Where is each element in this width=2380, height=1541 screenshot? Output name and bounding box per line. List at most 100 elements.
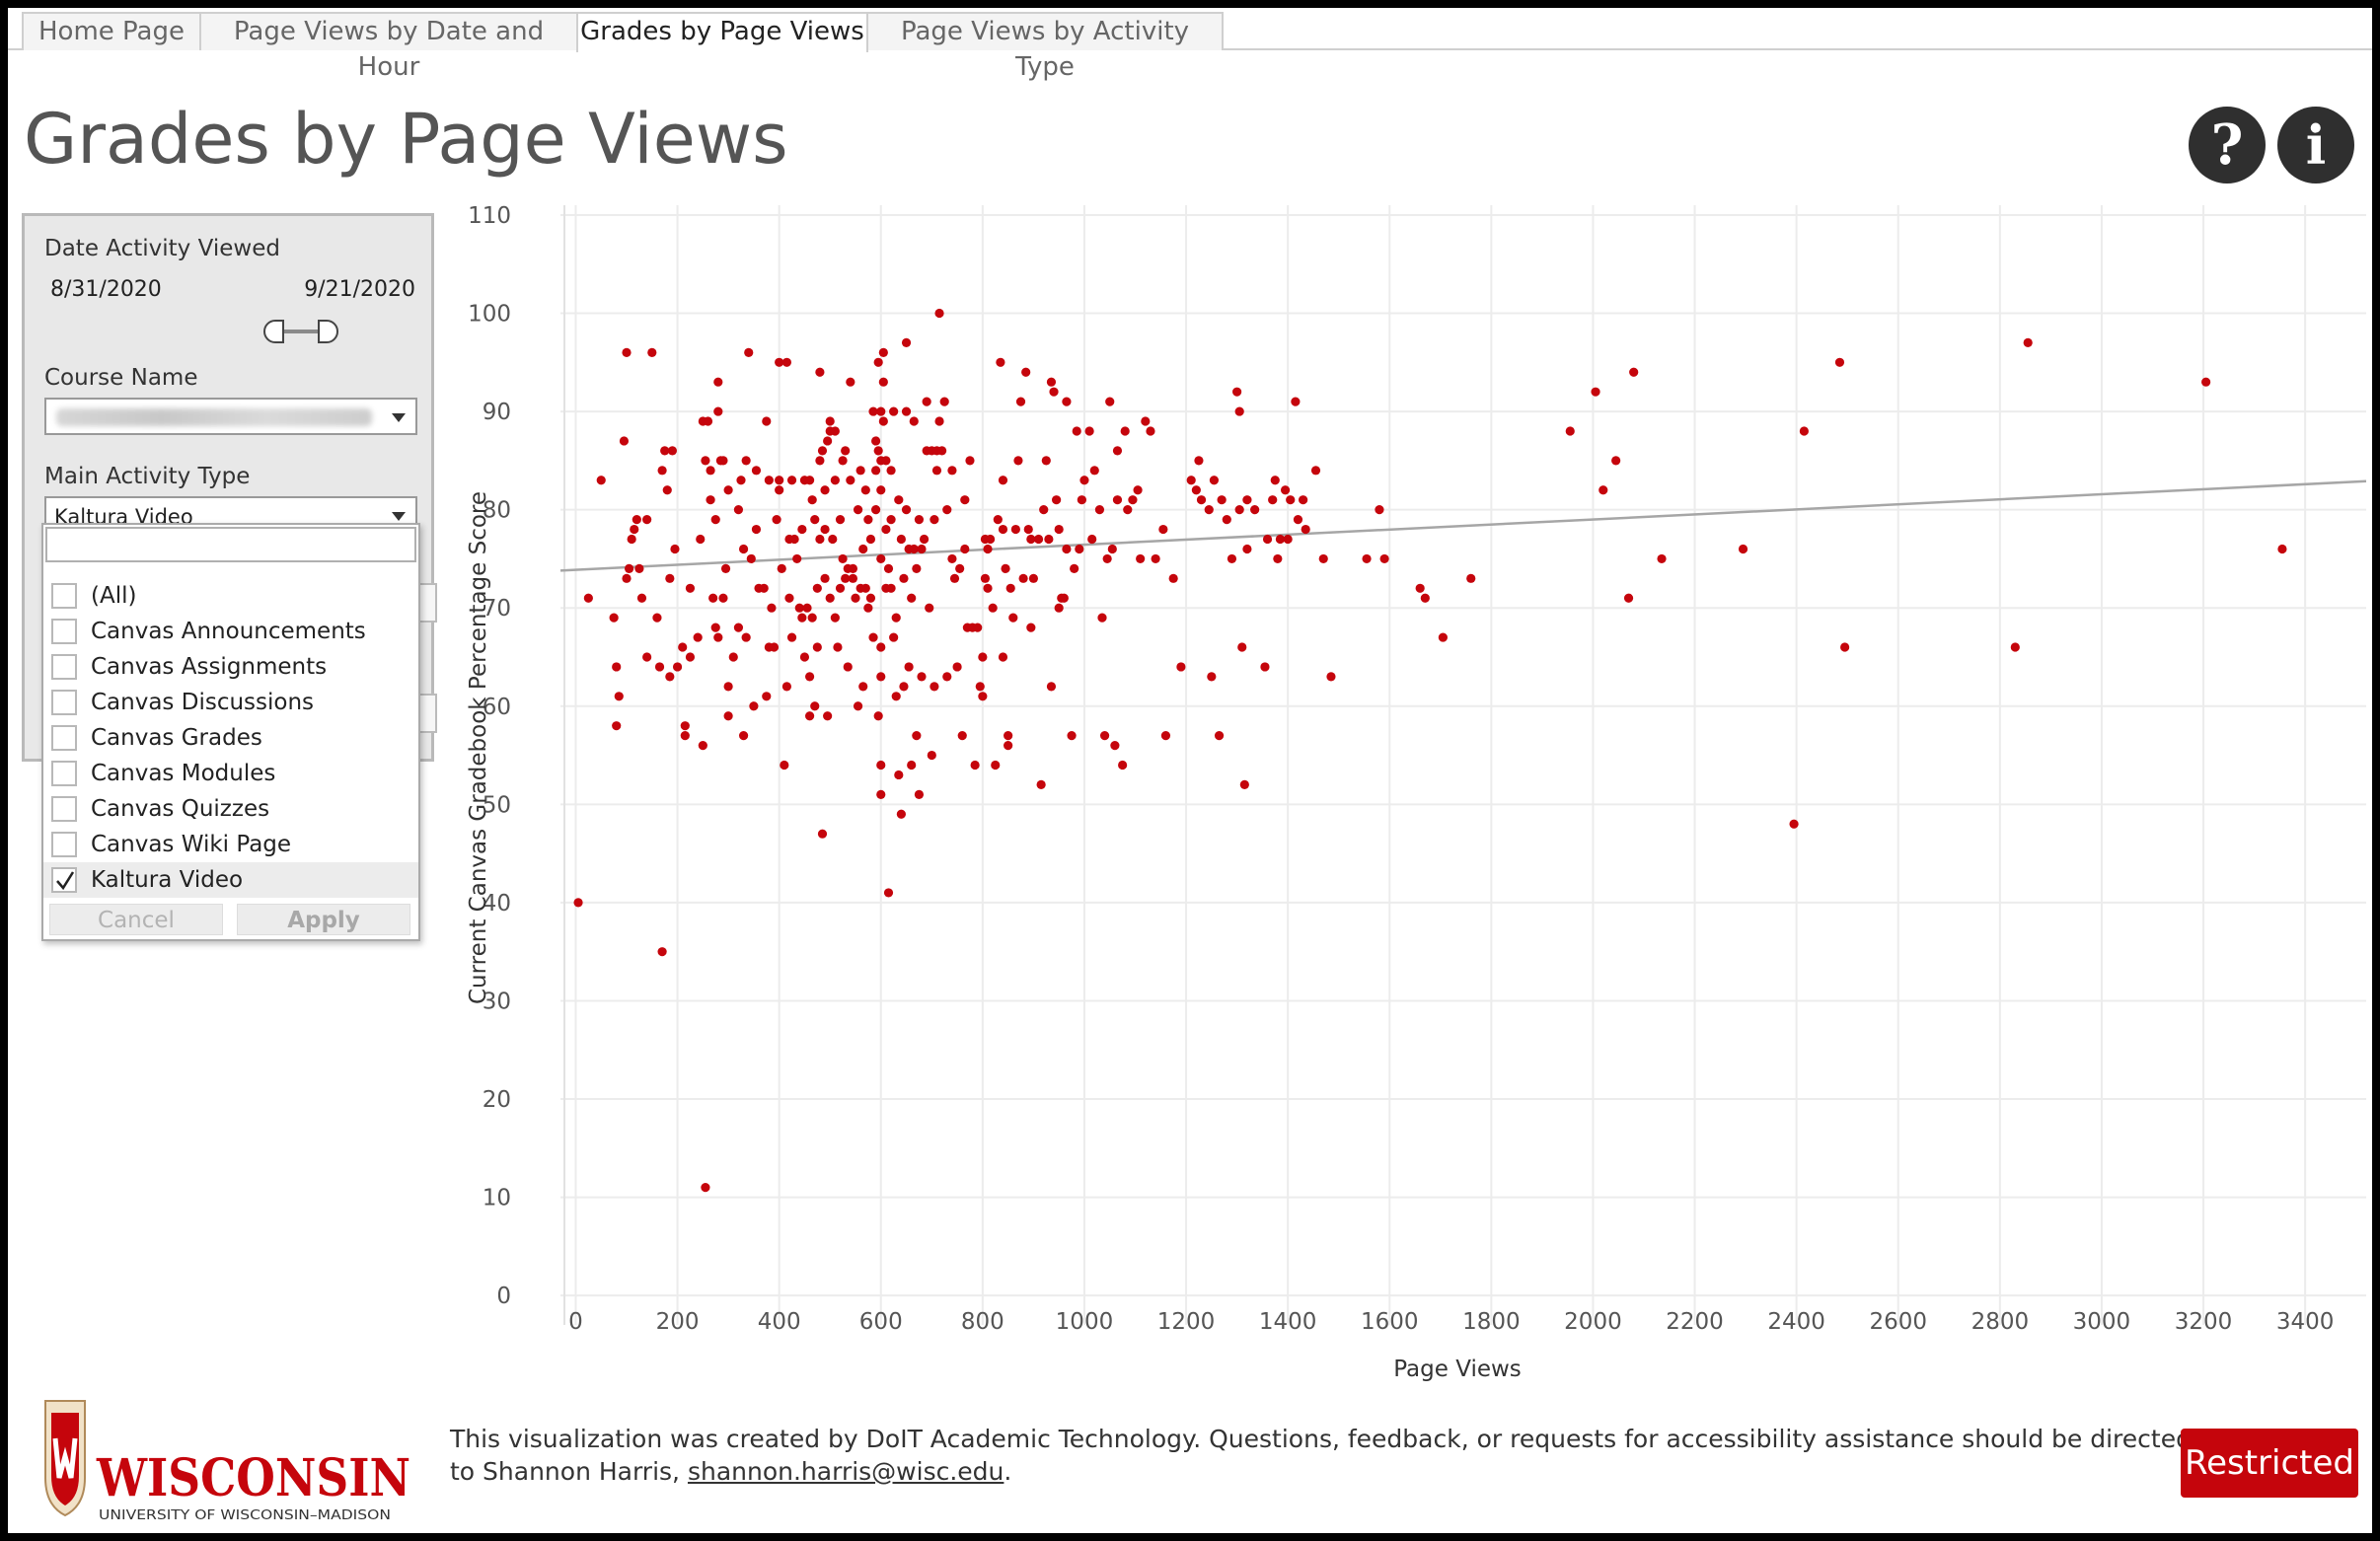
tab-page-views-by-date-and-hour[interactable]: Page Views by Date and Hour: [199, 12, 578, 82]
tab-page-views-by-activity-type[interactable]: Page Views by Activity Type: [866, 12, 1224, 82]
data-point: [622, 573, 632, 583]
data-point: [703, 416, 713, 426]
data-point: [881, 524, 891, 535]
data-point: [927, 750, 936, 761]
data-point: [762, 416, 772, 426]
data-point: [914, 789, 925, 799]
x-tick-label: 200: [656, 1309, 700, 1335]
data-point: [830, 613, 840, 623]
data-point: [1242, 544, 1252, 554]
tab-home-page[interactable]: Home Page: [22, 12, 201, 50]
checkbox[interactable]: [51, 761, 77, 786]
data-point: [899, 573, 909, 583]
data-point: [1041, 456, 1051, 466]
option-all[interactable]: (All): [43, 578, 418, 614]
data-point: [876, 789, 886, 799]
option-canvas-modules[interactable]: Canvas Modules: [43, 756, 418, 791]
data-point: [978, 692, 988, 701]
data-point: [851, 593, 860, 603]
data-point: [1291, 397, 1301, 406]
data-point: [804, 476, 815, 485]
course-name-dropdown[interactable]: [44, 398, 417, 435]
checkbox[interactable]: [51, 867, 77, 893]
range-handle-end-icon[interactable]: [318, 320, 338, 343]
data-point: [891, 613, 901, 623]
data-point: [777, 563, 786, 573]
data-point: [762, 692, 772, 701]
data-point: [899, 682, 909, 692]
checkbox[interactable]: [51, 832, 77, 857]
data-point: [815, 534, 825, 545]
checkbox[interactable]: [51, 619, 77, 644]
data-point: [830, 476, 840, 485]
data-point: [942, 672, 952, 682]
data-point: [1310, 466, 1321, 476]
option-canvas-discussions[interactable]: Canvas Discussions: [43, 685, 418, 720]
data-point: [1028, 573, 1039, 583]
data-point: [784, 593, 794, 603]
data-point: [619, 436, 630, 446]
apply-button[interactable]: Apply: [237, 904, 410, 935]
data-point: [848, 563, 858, 573]
uw-madison-logo: WISCONSIN UNIVERSITY OF WISCONSIN–MADISO…: [44, 1400, 410, 1523]
options-search-input[interactable]: [45, 527, 416, 562]
x-tick-label: 1000: [1056, 1309, 1114, 1335]
data-point: [952, 662, 962, 672]
data-point: [718, 456, 728, 466]
data-point: [657, 947, 667, 957]
y-tick-label: 20: [483, 1087, 511, 1113]
checkbox[interactable]: [51, 654, 77, 680]
contact-email-link[interactable]: shannon.harris@wisc.edu: [687, 1457, 1004, 1486]
data-point: [728, 652, 738, 662]
help-button[interactable]: ?: [2189, 107, 2266, 183]
data-point: [860, 583, 870, 593]
data-point: [1565, 426, 1575, 436]
data-point: [733, 505, 744, 515]
data-point: [1004, 740, 1013, 751]
checkbox[interactable]: [51, 583, 77, 609]
x-tick-label: 3000: [2073, 1309, 2131, 1335]
option-canvas-assignments[interactable]: Canvas Assignments: [43, 649, 418, 685]
data-point: [1112, 446, 1123, 456]
info-button[interactable]: i: [2277, 107, 2354, 183]
data-point: [662, 485, 672, 495]
data-point: [894, 495, 904, 505]
data-point: [680, 731, 690, 741]
data-point: [1242, 495, 1252, 505]
option-kaltura-video[interactable]: Kaltura Video: [43, 862, 418, 898]
checkbox[interactable]: [51, 796, 77, 822]
option-canvas-wiki-page[interactable]: Canvas Wiki Page: [43, 827, 418, 862]
data-point: [1005, 583, 1015, 593]
tab-grades-by-page-views[interactable]: Grades by Page Views: [576, 12, 868, 52]
checkbox[interactable]: [51, 725, 77, 751]
data-point: [797, 524, 807, 535]
option-canvas-quizzes[interactable]: Canvas Quizzes: [43, 791, 418, 827]
data-point: [786, 632, 797, 642]
data-point: [1013, 456, 1023, 466]
logo-wordmark: WISCONSIN: [96, 1448, 410, 1508]
data-point: [965, 456, 975, 466]
data-point: [654, 662, 665, 672]
option-canvas-announcements[interactable]: Canvas Announcements: [43, 614, 418, 649]
option-canvas-grades[interactable]: Canvas Grades: [43, 720, 418, 756]
data-point: [896, 534, 906, 545]
range-handle-start-icon[interactable]: [263, 320, 284, 343]
date-range-slider[interactable]: [263, 319, 340, 344]
footer-message: This visualization was created by DoIT A…: [450, 1425, 2192, 1486]
data-point: [1120, 426, 1130, 436]
data-point: [723, 711, 733, 721]
cancel-button[interactable]: Cancel: [49, 904, 223, 935]
data-point: [797, 613, 807, 623]
data-point: [846, 476, 855, 485]
checkbox[interactable]: [51, 690, 77, 715]
data-point: [828, 534, 838, 545]
data-point: [1168, 573, 1178, 583]
data-point: [973, 623, 983, 632]
trend-line-segment: [559, 479, 2367, 572]
x-tick-label: 1400: [1259, 1309, 1317, 1335]
data-point: [1379, 553, 1389, 564]
option-label: Canvas Quizzes: [91, 796, 270, 822]
data-point: [960, 544, 970, 554]
data-point: [1046, 682, 1057, 692]
data-point: [991, 760, 1001, 770]
